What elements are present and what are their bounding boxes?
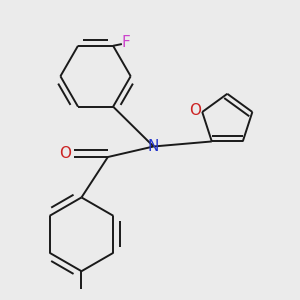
Text: F: F <box>121 35 130 50</box>
Text: N: N <box>148 139 159 154</box>
Text: O: O <box>189 103 201 118</box>
Text: O: O <box>58 146 70 161</box>
